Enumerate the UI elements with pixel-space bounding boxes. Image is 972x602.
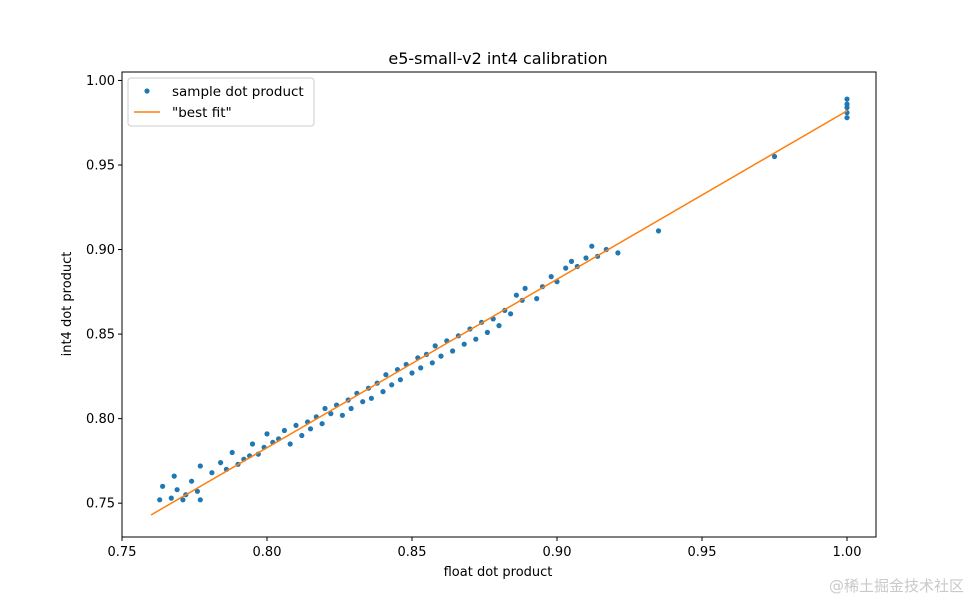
x-axis-label: float dot product (444, 565, 553, 580)
y-tick-label: 0.80 (86, 412, 115, 427)
y-tick-label: 1.00 (86, 74, 115, 89)
scatter-point (287, 441, 293, 447)
scatter-point (383, 372, 389, 378)
scatter-point (229, 449, 235, 456)
y-tick-label: 0.95 (86, 159, 115, 174)
scatter-point (174, 487, 180, 493)
scatter-point (249, 441, 256, 447)
scatter-point (461, 341, 467, 347)
scatter-point (189, 478, 195, 484)
scatter-point (218, 460, 224, 466)
y-tick-label: 0.85 (86, 328, 115, 343)
scatter-point (319, 421, 325, 427)
scatter-point (171, 473, 177, 479)
scatter-point (418, 365, 424, 371)
scatter-point (322, 405, 328, 412)
legend-label-fit: "best fit" (172, 105, 232, 121)
watermark: @稀土掘金技术社区 (828, 577, 964, 595)
scatter-point (160, 483, 166, 489)
scatter-point (168, 495, 174, 501)
best-fit-line (150, 110, 848, 516)
legend-box (127, 77, 315, 127)
plot-area (150, 96, 850, 516)
scatter-point (513, 292, 520, 298)
scatter-point (368, 395, 374, 401)
scatter-point (568, 258, 575, 264)
scatter-point (197, 463, 203, 469)
scatter-point (360, 399, 366, 405)
x-axis: 0.75 0.80 0.85 0.90 0.95 1.00 (108, 537, 862, 560)
scatter-point (389, 382, 395, 388)
scatter-point (409, 370, 415, 376)
scatter-point (450, 348, 456, 354)
scatter-point (339, 412, 345, 418)
scatter-point (844, 101, 850, 107)
scatter-point (281, 427, 287, 434)
x-tick-label: 0.90 (543, 545, 572, 560)
scatter-point (432, 343, 438, 349)
legend-label-scatter: sample dot product (172, 84, 304, 100)
scatter-point (844, 96, 850, 102)
scatter-point (194, 488, 200, 494)
scatter-point (563, 265, 569, 271)
scatter-point (429, 360, 435, 366)
x-tick-label: 0.95 (688, 545, 717, 560)
legend-scatter-marker (144, 88, 150, 94)
scatter-point (615, 250, 621, 256)
y-axis-label: int4 dot product (60, 252, 75, 357)
scatter-point (307, 426, 314, 432)
x-tick-label: 0.80 (253, 545, 282, 560)
legend: sample dot product "best fit" (127, 77, 315, 127)
scatter-point (771, 153, 778, 160)
scatter-point (197, 497, 203, 503)
scatter-point (844, 115, 850, 121)
scatter-point (397, 377, 403, 383)
scatter-point (655, 228, 662, 234)
plot-frame (121, 71, 877, 538)
scatter-point (180, 497, 186, 503)
scatter-point (380, 389, 386, 395)
scatter-point (583, 255, 589, 261)
scatter-point (589, 243, 595, 249)
scatter-point (534, 296, 540, 302)
scatter-point (293, 422, 299, 428)
scatter-point (496, 323, 502, 329)
scatter-point (522, 285, 528, 291)
y-axis: 0.75 0.80 0.85 0.90 0.95 1.00 (86, 74, 122, 512)
scatter-point (328, 411, 334, 417)
x-tick-label: 0.75 (108, 545, 137, 560)
scatter-point (157, 497, 163, 503)
scatter-point (348, 405, 354, 412)
x-tick-label: 0.85 (398, 545, 427, 560)
y-tick-label: 0.90 (86, 243, 115, 258)
y-tick-label: 0.75 (86, 497, 115, 512)
chart-title: e5-small-v2 int4 calibration (388, 49, 607, 68)
scatter-point (209, 470, 215, 476)
x-tick-label: 1.00 (833, 545, 862, 560)
scatter-point (473, 336, 479, 342)
scatter-point (438, 353, 444, 359)
scatter-point (548, 274, 554, 280)
scatter-point (508, 311, 514, 317)
scatter-point (299, 432, 305, 439)
scatter-point (264, 431, 270, 437)
scatter-point (484, 329, 490, 335)
